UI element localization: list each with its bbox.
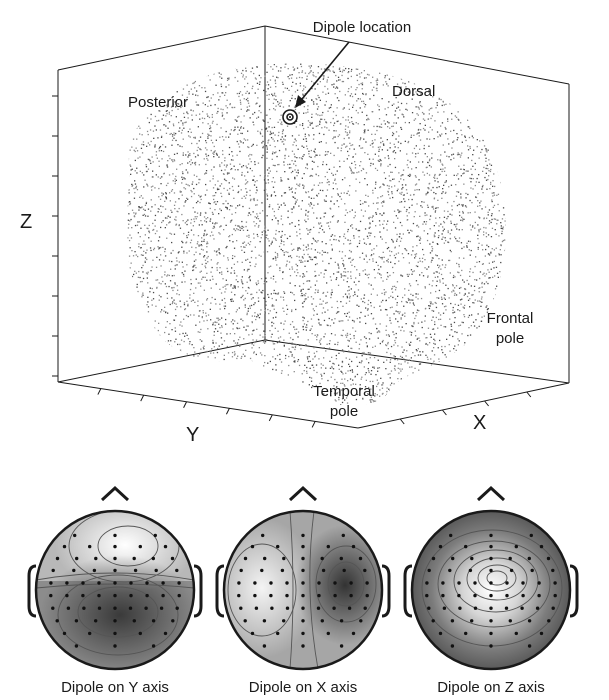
floor-back-right-edge: [264, 339, 570, 384]
dipole-arrow: [295, 41, 350, 108]
3d-axes-box: [57, 25, 570, 429]
top-right-edge: [264, 25, 570, 85]
electrode-sites: [237, 533, 369, 648]
temporal-pole-label-line1: Temporal: [313, 383, 375, 400]
floor-back-left-edge: [57, 339, 266, 383]
caption-dipole-z-axis: Dipole on Z axis: [437, 679, 545, 696]
x-axis-label: X: [473, 412, 486, 434]
frontal-pole-label-line1: Frontal: [487, 310, 534, 327]
dipole-marker: [282, 109, 298, 125]
electrode-sites: [425, 533, 557, 648]
top-back-edge: [57, 25, 266, 71]
dorsal-label: Dorsal: [392, 83, 435, 100]
topomap-y-axis: [27, 485, 203, 671]
nose-icon: [100, 485, 130, 502]
caption-dipole-x-axis: Dipole on X axis: [249, 679, 357, 696]
nose-icon: [288, 485, 318, 502]
frontal-pole-label-line2: pole: [496, 330, 524, 347]
y-axis-line: [57, 381, 359, 429]
axis-ticks: [52, 95, 532, 428]
posterior-label: Posterior: [128, 94, 188, 111]
y-axis-label: Y: [186, 424, 199, 446]
topomap-z-axis: [403, 485, 579, 671]
x-axis-line: [357, 382, 570, 429]
electrode-sites: [49, 533, 181, 648]
dipole-location-label: Dipole location: [313, 19, 411, 36]
topomap-x-axis: [215, 485, 391, 671]
temporal-pole-label-line2: pole: [330, 403, 358, 420]
nose-icon: [476, 485, 506, 502]
head-ears: [27, 485, 203, 618]
caption-dipole-y-axis: Dipole on Y axis: [61, 679, 169, 696]
z-axis-label: Z: [20, 211, 32, 233]
